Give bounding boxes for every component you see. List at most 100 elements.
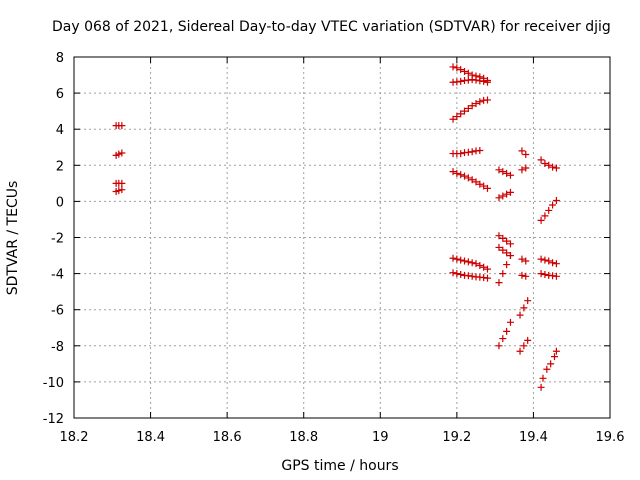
data-point — [468, 176, 476, 184]
data-point — [506, 318, 514, 326]
series-s6 — [449, 76, 491, 86]
data-point — [461, 107, 469, 115]
x-tick-label: 18.2 — [60, 430, 89, 445]
data-point — [537, 156, 545, 164]
data-point — [480, 182, 488, 190]
data-point — [483, 274, 491, 282]
series-s13 — [495, 188, 514, 202]
data-point — [506, 171, 514, 179]
chart-title: Day 068 of 2021, Sidereal Day-to-day VTE… — [52, 19, 611, 35]
data-point — [476, 261, 484, 269]
series-s12 — [495, 166, 514, 179]
data-point — [453, 64, 461, 72]
data-point — [518, 166, 526, 174]
series-s23 — [516, 336, 532, 355]
data-point — [472, 100, 480, 108]
data-point — [549, 163, 557, 171]
data-point — [520, 342, 528, 350]
series-s11 — [449, 269, 491, 282]
series-s3 — [112, 179, 126, 187]
series-s18 — [518, 147, 530, 158]
x-tick-label: 18.6 — [213, 430, 242, 445]
data-point — [472, 178, 480, 186]
data-point — [495, 342, 503, 350]
data-point — [495, 279, 503, 287]
data-point — [552, 272, 560, 280]
y-tick-label: -12 — [43, 412, 64, 427]
data-point — [472, 260, 480, 268]
grid-lines — [74, 57, 610, 418]
y-tick-label: -6 — [51, 304, 64, 319]
data-point — [118, 179, 126, 187]
data-point — [537, 383, 545, 391]
series-s7 — [449, 96, 491, 123]
data-point — [457, 256, 465, 264]
data-point — [503, 249, 511, 257]
series-s1 — [112, 122, 126, 130]
data-point — [518, 255, 526, 263]
data-point — [464, 258, 472, 266]
series-s8 — [449, 146, 484, 158]
data-point — [449, 254, 457, 262]
data-point — [541, 271, 549, 279]
data-point — [464, 69, 472, 77]
y-tick-label: 2 — [56, 159, 64, 174]
data-point — [457, 66, 465, 74]
y-axis-ticks: 8 6 4 2 0 -2 -4 -6 -8 -10 -12 — [43, 51, 610, 427]
data-point — [495, 232, 503, 240]
data-point — [453, 113, 461, 121]
data-point — [449, 269, 457, 277]
data-point — [483, 184, 491, 192]
data-point — [118, 122, 126, 130]
data-point — [457, 110, 465, 118]
series-s21 — [518, 271, 530, 280]
data-point — [453, 270, 461, 278]
data-point — [480, 77, 488, 85]
data-points — [112, 63, 560, 391]
data-point — [524, 336, 532, 344]
data-point — [545, 257, 553, 265]
data-point — [545, 206, 553, 214]
data-point — [522, 164, 530, 172]
data-point — [503, 261, 511, 269]
data-point — [547, 360, 555, 368]
series-s22 — [516, 297, 532, 319]
data-point — [552, 260, 560, 268]
x-tick-label: 19.4 — [519, 430, 548, 445]
data-point — [476, 146, 484, 154]
data-point — [503, 190, 511, 198]
data-point — [461, 257, 469, 265]
data-point — [541, 159, 549, 167]
data-point — [483, 96, 491, 104]
data-point — [457, 150, 465, 158]
y-tick-label: -8 — [51, 340, 64, 355]
series-s16 — [495, 252, 514, 287]
series-s9 — [449, 168, 491, 192]
data-point — [499, 246, 507, 254]
y-tick-label: -4 — [51, 268, 64, 283]
series-s27 — [537, 270, 560, 280]
data-point — [506, 188, 514, 196]
data-point — [537, 270, 545, 278]
data-point — [541, 212, 549, 220]
data-point — [550, 353, 558, 361]
data-point — [506, 240, 514, 248]
data-point — [503, 237, 511, 245]
data-point — [464, 104, 472, 112]
data-point — [468, 259, 476, 267]
y-axis-label: SDTVAR / TECUs — [5, 181, 21, 296]
data-point — [522, 257, 530, 265]
y-tick-label: -2 — [51, 232, 64, 247]
y-tick-label: -10 — [43, 376, 64, 391]
series-s24 — [537, 156, 560, 172]
data-point — [520, 304, 528, 312]
data-point — [499, 234, 507, 242]
data-point — [518, 147, 526, 155]
data-point — [549, 201, 557, 209]
data-point — [499, 270, 507, 278]
y-tick-label: 6 — [56, 87, 64, 102]
data-point — [464, 174, 472, 182]
x-axis-label: GPS time / hours — [281, 458, 398, 474]
x-tick-label: 18.8 — [289, 430, 318, 445]
data-point — [518, 271, 526, 279]
